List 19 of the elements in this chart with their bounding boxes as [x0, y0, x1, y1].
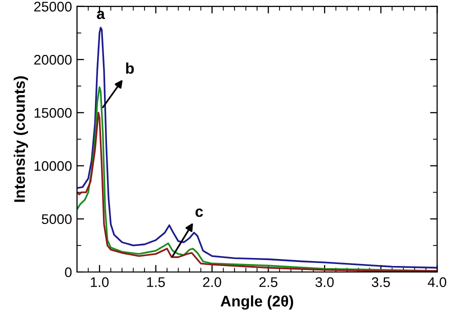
x-tick-label: 4.0: [428, 277, 446, 288]
annotation: a: [96, 10, 105, 20]
y-axis-title: Intensity (counts): [14, 76, 28, 202]
x-tick-label: 2.5: [259, 277, 278, 288]
line-series: [77, 26, 438, 269]
y-tick-label: 5000: [42, 214, 72, 224]
y-tick-label: 25000: [34, 2, 72, 12]
x-axis-title: Angle (2θ): [220, 295, 294, 310]
y-tick-label: 10000: [34, 161, 72, 171]
x-tick-label: 3.5: [372, 277, 390, 288]
annotation: b: [126, 62, 134, 74]
y-tick-label: 20000: [34, 54, 72, 65]
y-tick-label: 15000: [34, 108, 72, 118]
x-tick-label: 1.5: [147, 277, 165, 288]
annotation: c: [195, 208, 203, 217]
x-tick-label: 3.0: [315, 277, 334, 288]
y-tick-label: 0: [64, 267, 72, 278]
x-tick-label: 1.0: [90, 277, 109, 288]
x-tick-label: 2.0: [203, 277, 222, 288]
